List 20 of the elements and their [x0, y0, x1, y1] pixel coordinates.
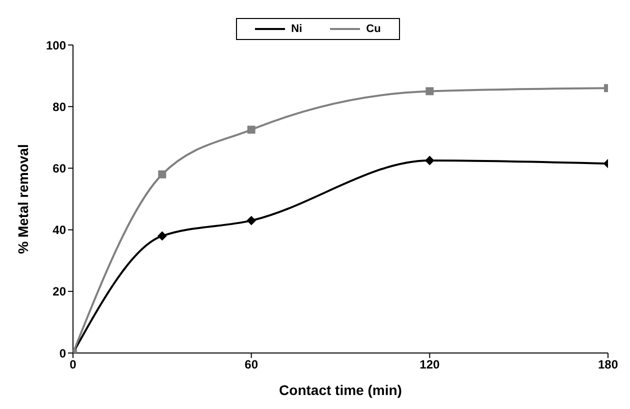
point [158, 231, 167, 240]
x-tick-label: 120 [420, 358, 440, 372]
x-tick-label: 180 [598, 358, 618, 372]
x-tick-label: 0 [70, 358, 77, 372]
point [246, 216, 256, 226]
point [426, 87, 434, 96]
y-tick-label: 0 [59, 346, 66, 360]
x-tick-label: 60 [244, 358, 258, 372]
y-axis-title: % Metal removal [14, 144, 31, 254]
legend-label: Cu [365, 23, 381, 35]
y-tick-label: 80 [52, 100, 66, 114]
legend-label: Ni [290, 23, 302, 35]
y-tick-label: 60 [52, 161, 66, 176]
point [158, 170, 166, 178]
x-axis-title: Contact time (min) [279, 382, 402, 398]
y-tick-label: 40 [52, 223, 66, 238]
y-tick-label: 100 [46, 38, 66, 52]
point [425, 156, 434, 165]
point [247, 126, 256, 134]
y-tick-label: 20 [52, 284, 66, 299]
